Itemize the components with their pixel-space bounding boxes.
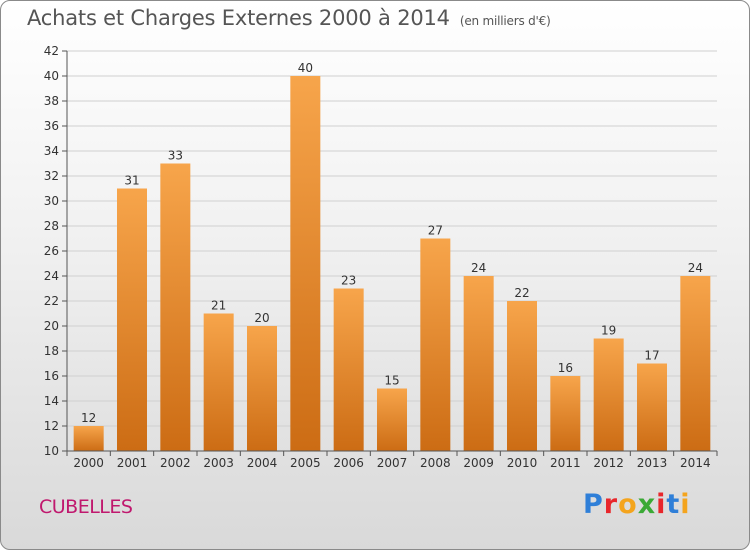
data-label: 19	[601, 324, 616, 338]
y-tick-label: 40	[44, 69, 59, 83]
bar-2000	[73, 426, 104, 451]
x-tick-label: 2002	[160, 456, 191, 470]
y-tick-label: 24	[44, 269, 59, 283]
axes: 10 12 14 16 18 20 22 24 26 28 30 32 34 36 38 40 42 2000 20…	[44, 44, 718, 470]
x-tick-label: 2007	[377, 456, 408, 470]
data-label: 16	[558, 361, 573, 375]
data-label: 24	[688, 261, 703, 275]
y-tick-label: 38	[44, 94, 59, 108]
logo-letter: x	[637, 489, 657, 520]
y-tick-label: 36	[44, 119, 59, 133]
data-label: 40	[298, 61, 313, 75]
chart-subtitle: (en milliers d'€)	[459, 14, 551, 28]
bar-2004	[247, 326, 277, 451]
y-tick-label: 22	[44, 294, 59, 308]
bar-2007	[377, 388, 407, 451]
bar-2006	[333, 288, 364, 451]
x-tick-label: 2011	[550, 456, 581, 470]
bar-2008	[420, 238, 451, 451]
chart-title: Achats et Charges Externes 2000 à 2014 (e…	[27, 6, 551, 30]
x-tick-label: 2012	[593, 456, 624, 470]
x-tick-label: 2010	[507, 456, 538, 470]
chart-title-text: Achats et Charges Externes 2000 à 2014	[27, 6, 450, 30]
x-tick-label: 2000	[73, 456, 104, 470]
commune-name: CUBELLES	[39, 496, 133, 518]
data-label: 20	[254, 311, 269, 325]
y-tick-label: 34	[44, 144, 59, 158]
bar-2014	[680, 276, 711, 451]
data-label: 22	[514, 286, 529, 300]
data-label: 12	[81, 411, 96, 425]
y-tick-label: 26	[44, 244, 59, 258]
logo-letter: P	[583, 489, 604, 520]
x-tick-label: 2004	[247, 456, 278, 470]
y-tick-label: 42	[44, 44, 59, 58]
y-tick-label: 16	[44, 369, 59, 383]
data-label: 24	[471, 261, 486, 275]
y-tick-label: 30	[44, 194, 59, 208]
y-tick-label: 18	[44, 344, 59, 358]
y-tick-label: 10	[44, 444, 59, 458]
logo-letter: t	[666, 489, 681, 520]
bars	[73, 76, 711, 451]
bar-2013	[637, 363, 667, 451]
bar-2009	[463, 276, 494, 451]
logo-letter: i	[680, 489, 691, 520]
bar-2010	[507, 301, 537, 451]
data-label: 33	[168, 149, 183, 163]
x-tick-label: 2014	[680, 456, 711, 470]
logo-letter: r	[603, 489, 619, 520]
y-tick-label: 14	[44, 394, 59, 408]
bar-2002	[160, 163, 191, 451]
data-label: 21	[211, 299, 226, 313]
y-tick-label: 20	[44, 319, 59, 333]
x-tick-label: 2003	[203, 456, 234, 470]
x-tick-label: 2013	[637, 456, 668, 470]
x-tick-label: 2005	[290, 456, 321, 470]
x-tick-label: 2009	[463, 456, 494, 470]
y-tick-label: 12	[44, 419, 59, 433]
data-label: 27	[428, 224, 443, 238]
y-tick-label: 32	[44, 169, 59, 183]
bar-2005	[290, 76, 321, 451]
x-tick-label: 2008	[420, 456, 451, 470]
x-tick-label: 2001	[117, 456, 148, 470]
bar-2011	[550, 376, 581, 451]
bar-2001	[117, 188, 147, 451]
data-label: 31	[124, 174, 139, 188]
bar-2003	[203, 313, 234, 451]
data-label: 15	[384, 374, 399, 388]
logo-letter: o	[618, 489, 638, 520]
data-labels: 12 31 33 21 20 40 23 15 27 24 22 16 19 17 24	[81, 61, 703, 425]
data-label: 17	[644, 349, 659, 363]
bar-2012	[593, 338, 624, 451]
x-tick-label: 2006	[333, 456, 364, 470]
logo-letter: i	[656, 489, 667, 520]
y-tick-label: 28	[44, 219, 59, 233]
proxiti-logo: Proxiti	[583, 489, 691, 520]
data-label: 23	[341, 274, 356, 288]
